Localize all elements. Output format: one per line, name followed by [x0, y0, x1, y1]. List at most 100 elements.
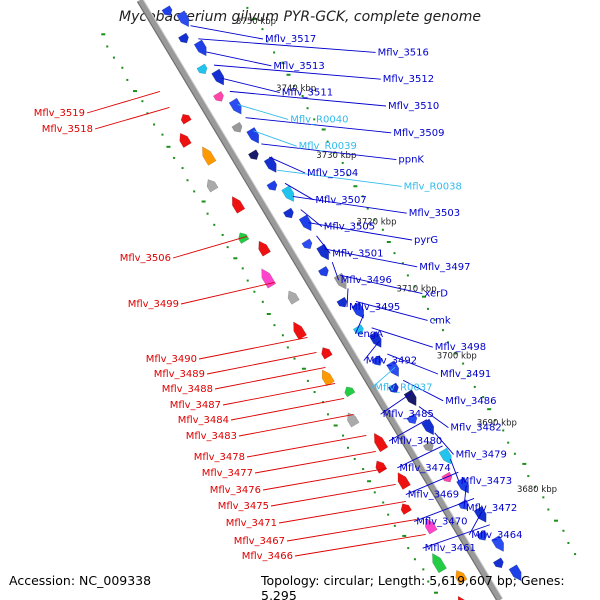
- left-leader-line: [199, 337, 307, 359]
- gc-dot: [267, 313, 271, 315]
- right-feature-label: Mflv_3496: [341, 275, 392, 286]
- forward-gene-arrow: [318, 266, 328, 276]
- right-feature-label: Mflv_3505: [324, 222, 375, 233]
- left-leader-line: [271, 484, 396, 506]
- forward-gene-arrow: [267, 181, 277, 191]
- reverse-gene-arrow: [288, 291, 299, 304]
- gc-dot: [422, 568, 424, 570]
- gc-dot: [282, 334, 284, 336]
- gc-dot: [294, 358, 296, 360]
- gc-dot: [374, 491, 376, 493]
- gc-dot: [126, 79, 128, 81]
- right-leader-line: [238, 105, 289, 120]
- gc-dot: [353, 185, 357, 187]
- gc-dot: [287, 346, 289, 348]
- right-leader-line: [347, 288, 348, 307]
- gc-dot: [246, 7, 248, 9]
- left-leader-line: [223, 383, 335, 405]
- gc-dot: [286, 74, 290, 76]
- gc-dot: [567, 542, 569, 544]
- forward-gene-arrow: [302, 239, 312, 249]
- left-feature-label: Mflv_3467: [234, 536, 285, 547]
- right-feature-label: pyrG: [414, 235, 438, 246]
- gc-dot: [242, 267, 244, 269]
- left-feature-label: Mflv_3490: [146, 354, 197, 365]
- reverse-gene-arrow: [202, 147, 216, 166]
- gc-dot: [322, 128, 326, 130]
- right-feature-label: Mflv_3469: [408, 490, 459, 501]
- forward-gene-arrow: [247, 127, 259, 143]
- gc-dot: [502, 429, 504, 431]
- gc-dot: [367, 480, 371, 482]
- right-feature-label: Mflv_3501: [332, 248, 383, 259]
- topology-footer: Topology: circular; Length: 5,619,607 bp…: [261, 573, 600, 600]
- genome-map[interactable]: 3750 kbp3740 kbp3730 kbp3720 kbp3710 kbp…: [0, 0, 600, 600]
- reverse-gene-arrow: [180, 133, 192, 147]
- gc-dot: [187, 179, 189, 181]
- right-leader-line: [253, 131, 296, 146]
- right-feature-label: Mflv_R0038: [404, 181, 462, 192]
- gc-dot: [382, 229, 384, 231]
- right-feature-label: Mflv_3498: [435, 342, 486, 353]
- left-leader-line: [263, 468, 386, 490]
- right-feature-label: Mflv_3511: [282, 88, 333, 99]
- gc-dot: [427, 308, 429, 310]
- gc-dot: [307, 380, 309, 382]
- left-feature-label: Mflv_3506: [120, 253, 171, 264]
- gc-dot: [542, 496, 544, 498]
- forward-gene-arrow: [283, 208, 293, 218]
- gc-dot: [347, 447, 349, 449]
- right-feature-label: Mflv_3464: [471, 530, 522, 541]
- gc-dot: [182, 167, 184, 169]
- gc-dot: [334, 424, 338, 426]
- gc-dot: [362, 468, 364, 470]
- reverse-gene-arrow: [432, 553, 446, 572]
- gc-dot: [327, 413, 329, 415]
- forward-gene-arrow: [229, 98, 241, 114]
- left-leader-line: [173, 236, 247, 258]
- gc-dot: [222, 234, 224, 236]
- left-leader-line: [181, 282, 274, 304]
- left-leader-line: [247, 435, 366, 457]
- left-feature-label: Mflv_3489: [154, 369, 205, 380]
- reverse-gene-arrow: [398, 473, 411, 490]
- forward-gene-arrow: [162, 6, 172, 16]
- right-feature-label: Mflv_3486: [445, 396, 496, 407]
- gc-dot: [247, 280, 249, 282]
- forward-gene-arrow: [232, 122, 242, 132]
- forward-gene-arrow: [439, 448, 451, 464]
- gc-dot: [342, 162, 344, 164]
- forward-gene-arrow: [213, 91, 223, 101]
- gc-dot: [547, 509, 549, 511]
- gc-dot: [442, 329, 444, 331]
- right-feature-label: Mflv_R0040: [290, 114, 348, 125]
- left-feature-label: Mflv_3466: [242, 551, 293, 562]
- gc-dot: [161, 134, 163, 136]
- right-feature-label: Mflv_3495: [349, 302, 400, 313]
- gc-dot: [514, 453, 516, 455]
- right-feature-label: Mflv_3473: [461, 476, 512, 487]
- left-feature-label: Mflv_3519: [34, 108, 85, 119]
- right-leader-line: [222, 78, 280, 92]
- right-feature-label: Mflv_3492: [366, 356, 417, 367]
- reverse-gene-arrow: [374, 433, 388, 452]
- gc-dot: [273, 324, 275, 326]
- gc-dot: [233, 257, 237, 259]
- gc-dot: [106, 45, 108, 47]
- left-leader-line: [255, 451, 376, 473]
- accession-value: NC_009338: [79, 573, 151, 588]
- right-feature-label: Mflv_3503: [409, 208, 460, 219]
- right-feature-label: Mflv_3510: [388, 101, 439, 112]
- gc-dot: [562, 530, 564, 532]
- forward-gene-arrow: [194, 40, 206, 56]
- gc-dot: [474, 386, 476, 388]
- gc-dot: [307, 107, 309, 109]
- left-feature-label: Mflv_3499: [128, 299, 179, 310]
- right-feature-label: Mflv_3517: [265, 34, 316, 45]
- gc-dot: [133, 90, 137, 92]
- gc-dot: [153, 124, 155, 126]
- left-feature-label: Mflv_3471: [226, 518, 277, 529]
- forward-gene-arrow: [264, 156, 276, 172]
- gc-dot: [253, 291, 255, 293]
- left-feature-label: Mflv_3477: [202, 468, 253, 479]
